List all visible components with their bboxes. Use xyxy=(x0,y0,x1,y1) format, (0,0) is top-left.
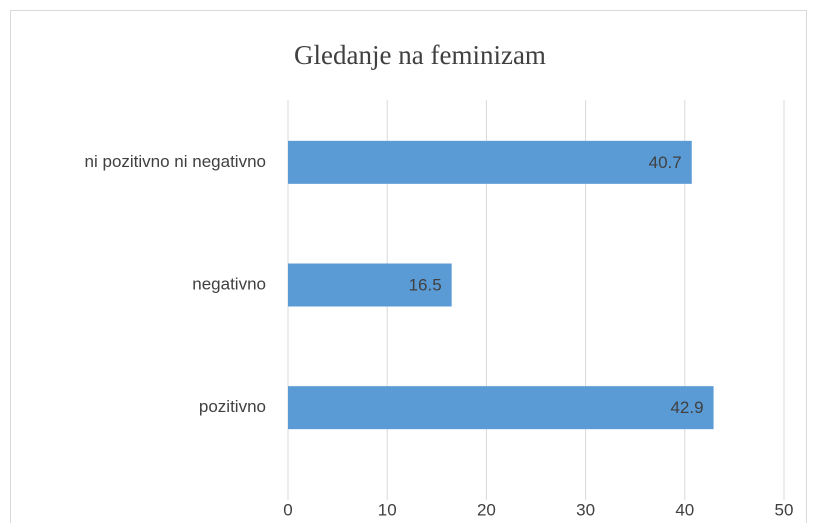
x-tick-label: 30 xyxy=(576,500,595,519)
bar xyxy=(288,140,692,184)
data-label: 42.9 xyxy=(670,398,703,417)
bar xyxy=(288,263,452,307)
data-label: 40.7 xyxy=(649,153,682,172)
y-tick-label: pozitivno xyxy=(199,397,266,416)
x-tick-label: 20 xyxy=(477,500,496,519)
x-tick-label: 10 xyxy=(378,500,397,519)
x-tick-label: 0 xyxy=(283,500,292,519)
data-label: 16.5 xyxy=(409,275,442,294)
chart-title: Gledanje na feminizam xyxy=(294,40,546,70)
y-tick-label: negativno xyxy=(192,274,266,293)
y-tick-label: ni pozitivno ni negativno xyxy=(85,152,266,171)
x-tick-label: 50 xyxy=(775,500,794,519)
x-tick-label: 40 xyxy=(675,500,694,519)
bar xyxy=(288,386,714,430)
